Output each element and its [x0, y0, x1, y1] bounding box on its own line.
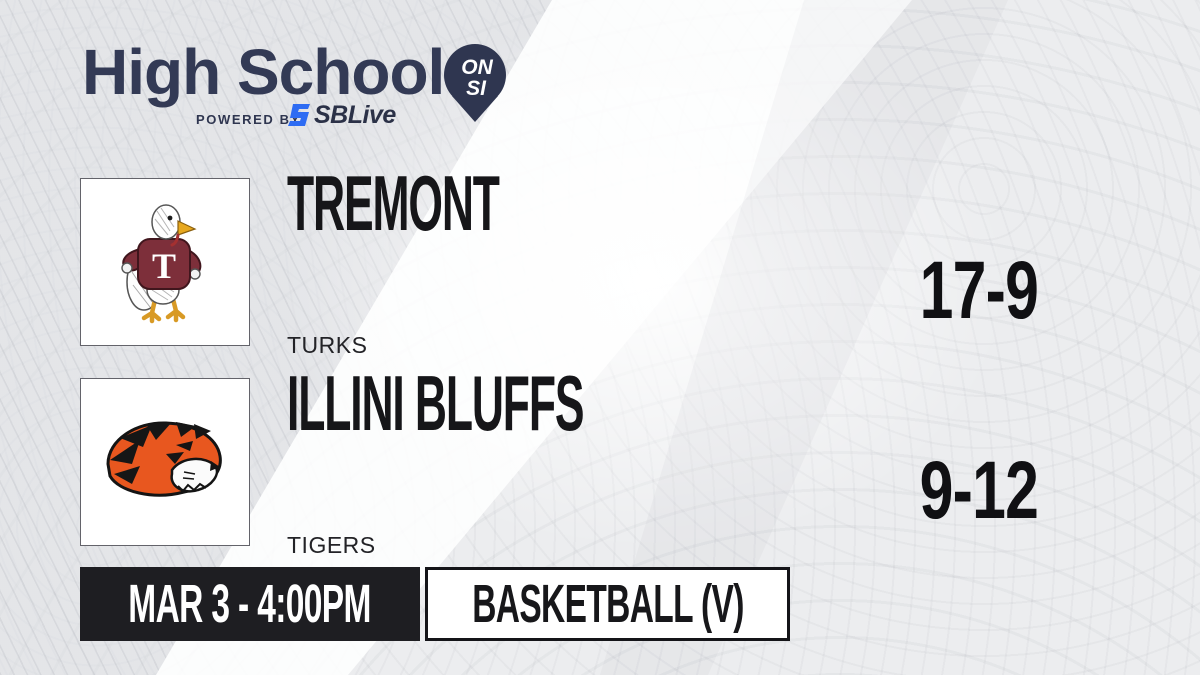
pin-text-si: SI — [466, 77, 487, 100]
turks-mascot-icon: T — [121, 204, 202, 324]
date-time-text: MAR 3 - 4:00PM — [128, 574, 372, 634]
team-row-home: T TREMONT TURKS 17-9 — [80, 164, 1120, 368]
team-name: ILLINI BLUFFS — [287, 359, 585, 447]
sblive-icon — [288, 104, 310, 126]
team-row-away: ILLINI BLUFFS TIGERS 9-12 — [80, 364, 1120, 568]
team-mascot-label: TURKS — [287, 332, 368, 358]
sport-box: BASKETBALL (V) — [425, 567, 790, 641]
mascot-jersey-letter: T — [152, 246, 176, 286]
team-record: 9-12 — [919, 445, 1039, 536]
team-logo-box — [80, 378, 250, 546]
sblive-wordmark: SBLive — [314, 100, 396, 129]
team-mascot-label: TIGERS — [287, 532, 376, 558]
pin-text-on: ON — [461, 56, 493, 79]
sport-text: BASKETBALL (V) — [471, 574, 744, 634]
tigers-mascot-icon — [106, 421, 222, 497]
game-info-bar: MAR 3 - 4:00PM BASKETBALL (V) — [80, 567, 1120, 641]
team-logo-box: T — [80, 178, 250, 346]
team-record: 17-9 — [919, 245, 1039, 336]
brand-title: High School — [82, 36, 445, 108]
on-si-pin-icon: ON SI — [444, 44, 506, 122]
powered-by-label: POWERED BY — [196, 112, 301, 127]
sblive-logo: SBLive — [287, 102, 396, 128]
team-name: TREMONT — [287, 159, 500, 247]
date-time-box: MAR 3 - 4:00PM — [80, 567, 420, 641]
